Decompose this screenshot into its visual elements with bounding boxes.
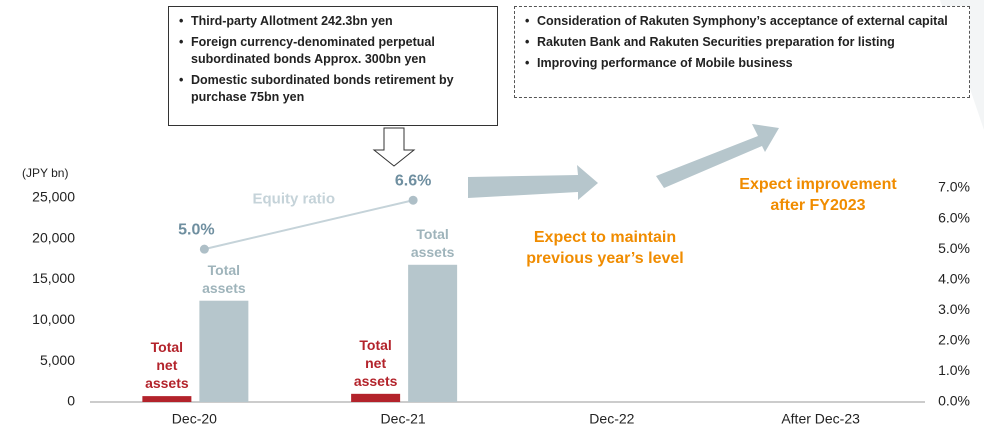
line-point: [408, 195, 418, 205]
bar: [142, 396, 192, 402]
y-tick-label: 5,000: [40, 352, 75, 368]
y-tick-label: 10,000: [32, 311, 75, 327]
y2-tick-label: 4.0%: [938, 270, 970, 286]
line-point: [199, 244, 209, 254]
series-label: Equity ratio: [252, 191, 335, 208]
bar: [199, 300, 249, 402]
arrow-up: [656, 124, 779, 188]
x-tick-label: After Dec-23: [781, 411, 860, 427]
y-tick-label: 15,000: [32, 270, 75, 286]
y2-tick-label: 3.0%: [938, 301, 970, 317]
bar-label: Total net assets: [145, 339, 189, 392]
y2-tick-label: 0.0%: [938, 393, 970, 409]
value-label: 5.0%: [178, 221, 214, 238]
callout-item: Third-party Allotment 242.3bn yen: [177, 13, 489, 30]
y2-tick-label: 1.0%: [938, 362, 970, 378]
callout-item: Domestic subordinated bonds retirement b…: [177, 72, 489, 106]
y-tick-label: 0: [67, 393, 75, 409]
y2-tick-label: 7.0%: [938, 179, 970, 195]
value-label: 6.6%: [395, 172, 431, 189]
arrow-label: Expect improvement after FY2023: [739, 176, 897, 214]
bar-label: Total net assets: [353, 336, 398, 389]
y-tick-label: 20,000: [32, 229, 75, 245]
y2-tick-label: 2.0%: [938, 332, 970, 348]
callout-item: Consideration of Rakuten Symphony’s acce…: [523, 13, 961, 30]
x-tick-label: Dec-22: [589, 411, 634, 427]
bar: [408, 264, 458, 402]
y-tick-label: 25,000: [32, 189, 75, 205]
bar: [351, 393, 401, 402]
callout-item: Rakuten Bank and Rakuten Securities prep…: [523, 34, 961, 51]
down-arrow: [372, 127, 416, 167]
y-axis-label: (JPY bn): [22, 166, 68, 180]
x-tick-label: Dec-21: [381, 411, 426, 427]
bar-label: Total assets: [410, 225, 455, 260]
y2-tick-label: 5.0%: [938, 240, 970, 256]
bar-label: Total assets: [202, 261, 246, 296]
callout-item: Improving performance of Mobile business: [523, 55, 961, 72]
callout-item: Foreign currency-denominated perpetual s…: [177, 34, 489, 68]
line: [204, 199, 414, 251]
arrow-label: Expect to maintain previous year’s level: [526, 229, 684, 267]
x-tick-label: Dec-20: [172, 411, 217, 427]
y2-tick-label: 6.0%: [938, 209, 970, 225]
callout-right: Consideration of Rakuten Symphony’s acce…: [514, 6, 970, 98]
callout-left: Third-party Allotment 242.3bn yen Foreign…: [168, 6, 498, 126]
arrow-right: [468, 165, 598, 200]
